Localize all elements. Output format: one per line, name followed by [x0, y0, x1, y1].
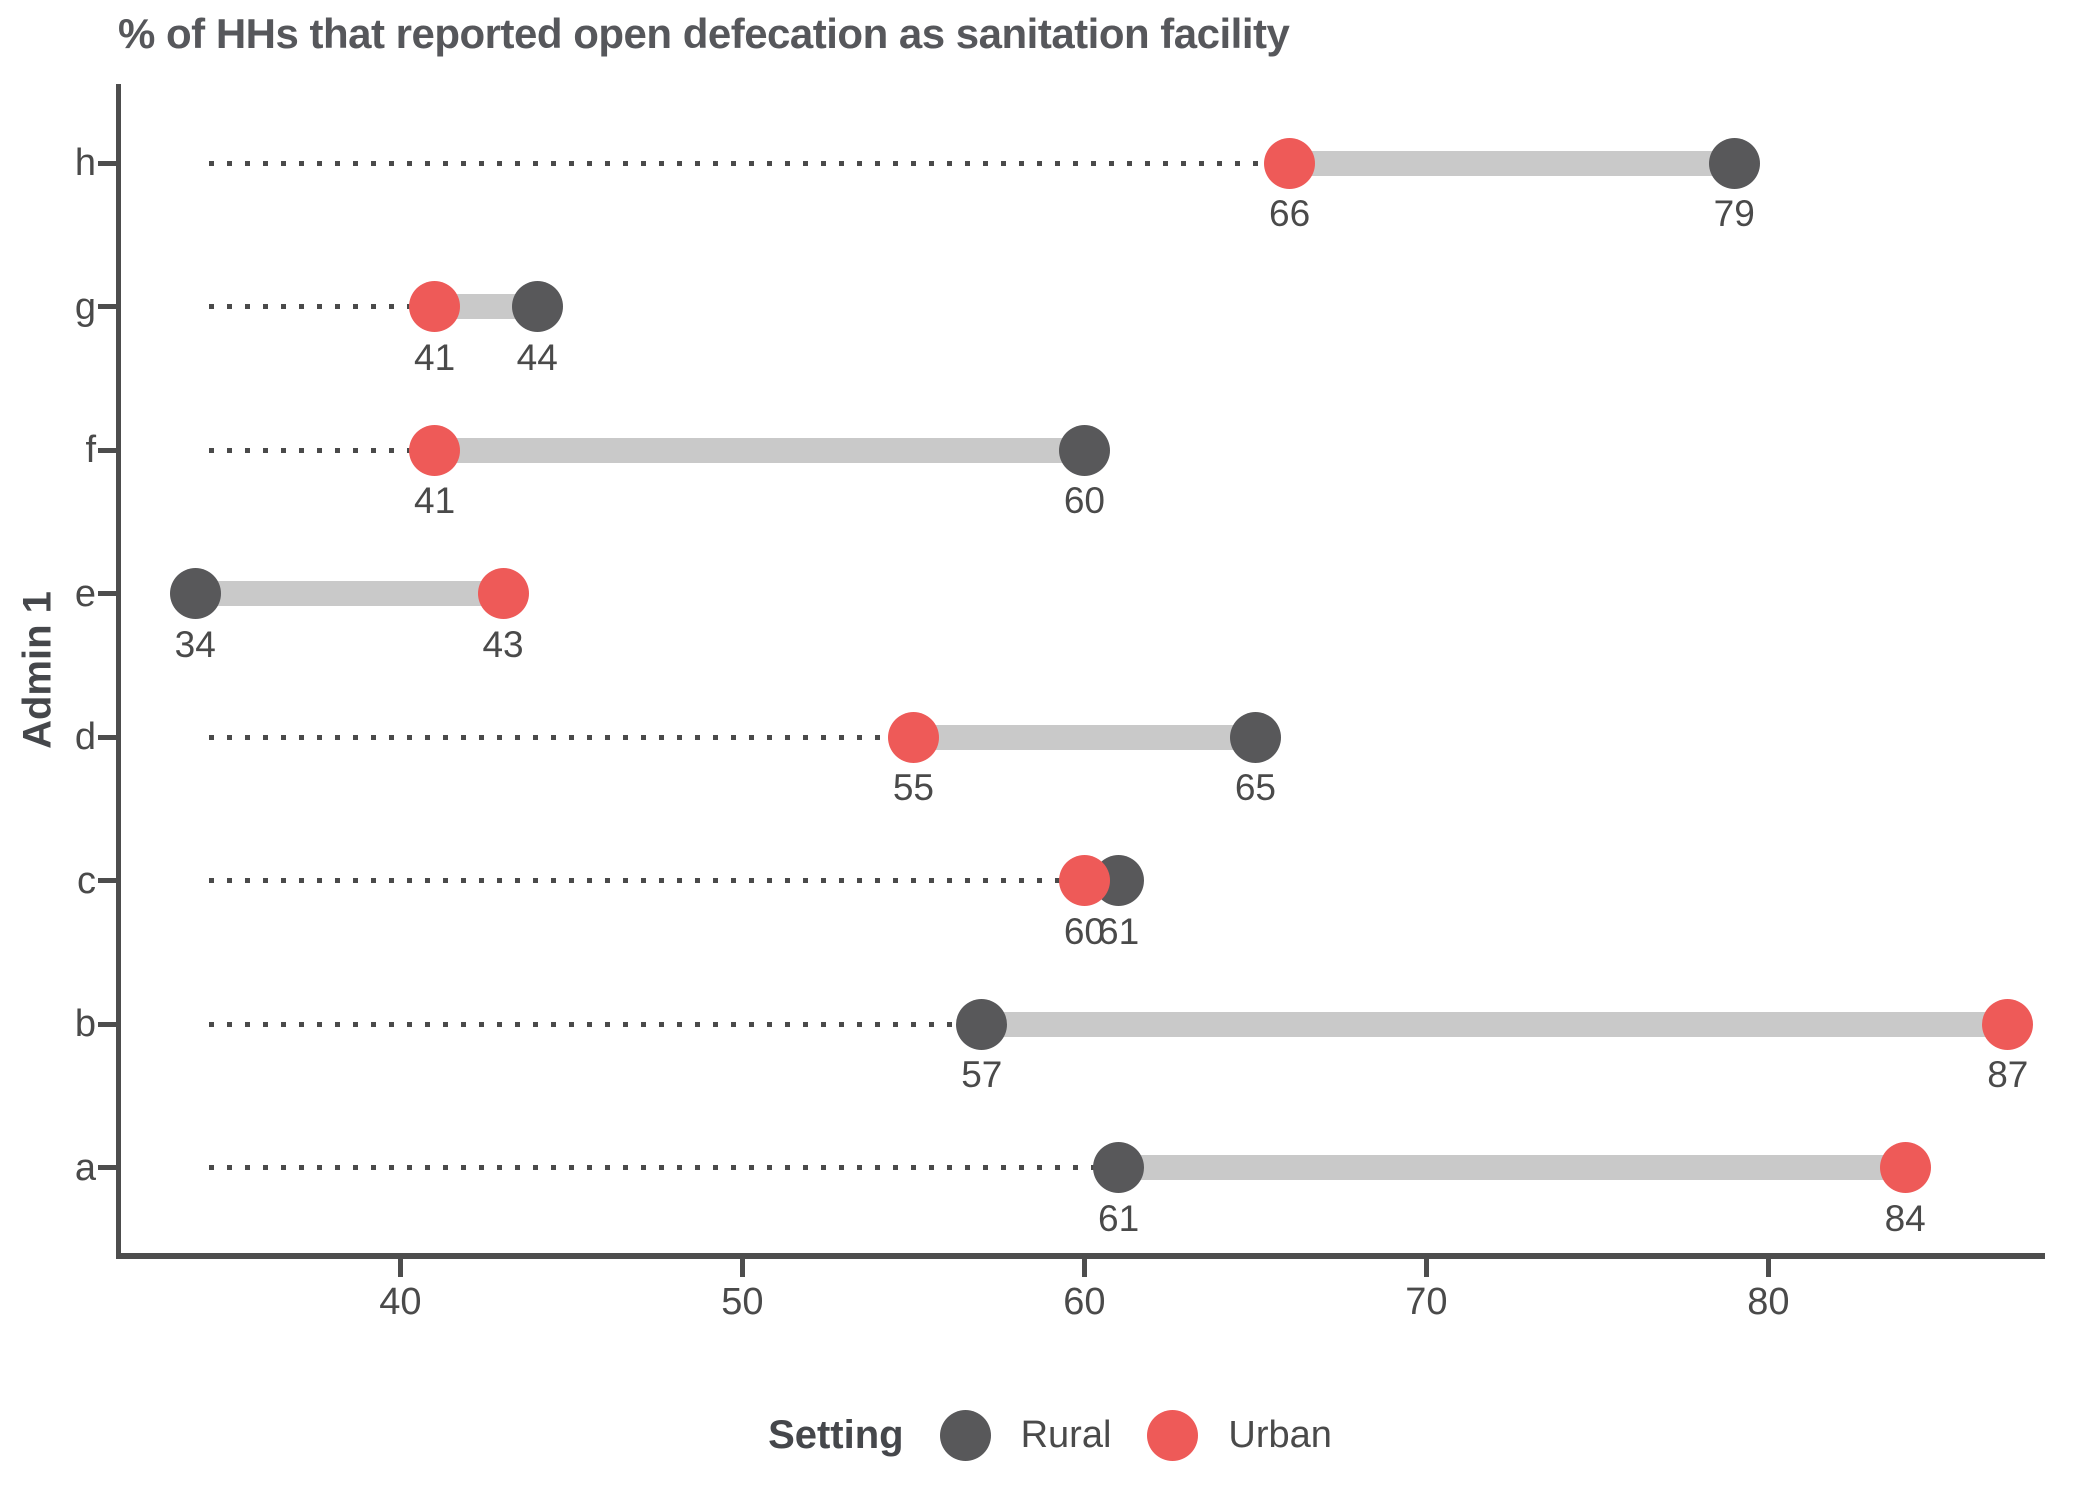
rural-value-label: 34 [174, 623, 216, 665]
chart-title: % of HHs that reported open defecation a… [118, 10, 1290, 57]
urban-dot [1058, 855, 1110, 907]
legend-item-urban: Urban [1147, 1409, 1332, 1461]
x-tick-label: 70 [1405, 1281, 1448, 1323]
urban-value-label: 41 [414, 336, 456, 378]
x-tick-label: 40 [379, 1281, 422, 1323]
x-tick-label: 50 [721, 1281, 764, 1323]
rural-swatch-icon [939, 1409, 991, 1461]
category-label: a [74, 1146, 96, 1189]
x-tick-mark [739, 1259, 745, 1277]
urban-value-label: 60 [1063, 910, 1105, 952]
rural-value-label: 44 [516, 336, 558, 378]
rural-dot [169, 568, 221, 620]
rural-dot [511, 281, 563, 333]
y-tick-mark [98, 447, 116, 453]
connector-bar [981, 1011, 2008, 1037]
legend: Setting Rural Urban [0, 1400, 2100, 1470]
y-tick-mark [98, 878, 116, 884]
category-label: b [74, 1003, 96, 1046]
category-label: c [77, 859, 96, 902]
category-label: g [74, 285, 96, 328]
urban-value-label: 41 [414, 480, 456, 522]
urban-value-label: 87 [1987, 1054, 2029, 1096]
connector-bar [1118, 1155, 1906, 1181]
rural-value-label: 61 [1098, 910, 1140, 952]
rural-value-label: 57 [961, 1054, 1003, 1096]
urban-dot [477, 568, 529, 620]
legend-label-urban: Urban [1228, 1413, 1332, 1456]
y-tick-mark [98, 1165, 116, 1171]
y-tick-mark [98, 734, 116, 740]
leader-line [209, 447, 435, 453]
leader-line [209, 1165, 1119, 1171]
rural-dot [1229, 711, 1281, 763]
leader-line [209, 734, 914, 740]
urban-value-label: 43 [482, 623, 524, 665]
x-axis-line [116, 1253, 2045, 1259]
y-tick-mark [98, 591, 116, 597]
legend-title: Setting [768, 1412, 904, 1457]
rural-dot [1093, 1142, 1145, 1194]
x-tick-mark [1081, 1259, 1087, 1277]
x-tick-label: 60 [1063, 1281, 1106, 1323]
leader-line [209, 160, 1290, 166]
y-axis-line [116, 84, 121, 1256]
rural-value-label: 60 [1063, 480, 1105, 522]
rural-value-label: 65 [1234, 767, 1276, 809]
x-tick-mark [1423, 1259, 1429, 1277]
x-tick-mark [397, 1259, 403, 1277]
urban-value-label: 84 [1884, 1197, 1926, 1239]
x-tick-label: 80 [1747, 1281, 1790, 1323]
leader-line [209, 1021, 982, 1027]
category-label: h [74, 142, 96, 184]
urban-value-label: 66 [1269, 193, 1311, 234]
urban-dot [1264, 137, 1316, 189]
y-tick-mark [98, 160, 116, 166]
y-tick-mark [98, 1021, 116, 1027]
urban-dot [1879, 1142, 1931, 1194]
x-tick-mark [1765, 1259, 1771, 1277]
connector-bar [434, 437, 1085, 463]
rural-dot [956, 998, 1008, 1050]
rural-value-label: 61 [1098, 1197, 1140, 1239]
rural-value-label: 79 [1713, 193, 1755, 234]
connector-bar [195, 581, 504, 607]
category-label: e [74, 572, 96, 615]
rural-dot [1708, 137, 1760, 189]
rural-dot [1058, 424, 1110, 476]
leader-line [209, 304, 435, 310]
legend-item-rural: Rural [939, 1409, 1112, 1461]
connector-bar [913, 724, 1256, 750]
urban-value-label: 55 [892, 767, 934, 809]
urban-dot [409, 281, 461, 333]
y-tick-mark [98, 304, 116, 310]
leader-line [209, 878, 1085, 884]
urban-swatch-icon [1147, 1409, 1199, 1461]
urban-dot [409, 424, 461, 476]
legend-label-rural: Rural [1020, 1413, 1112, 1456]
urban-dot [1982, 998, 2034, 1050]
category-label: d [74, 716, 96, 759]
urban-dot [887, 711, 939, 763]
connector-bar [1289, 150, 1735, 176]
category-label: f [85, 429, 96, 472]
